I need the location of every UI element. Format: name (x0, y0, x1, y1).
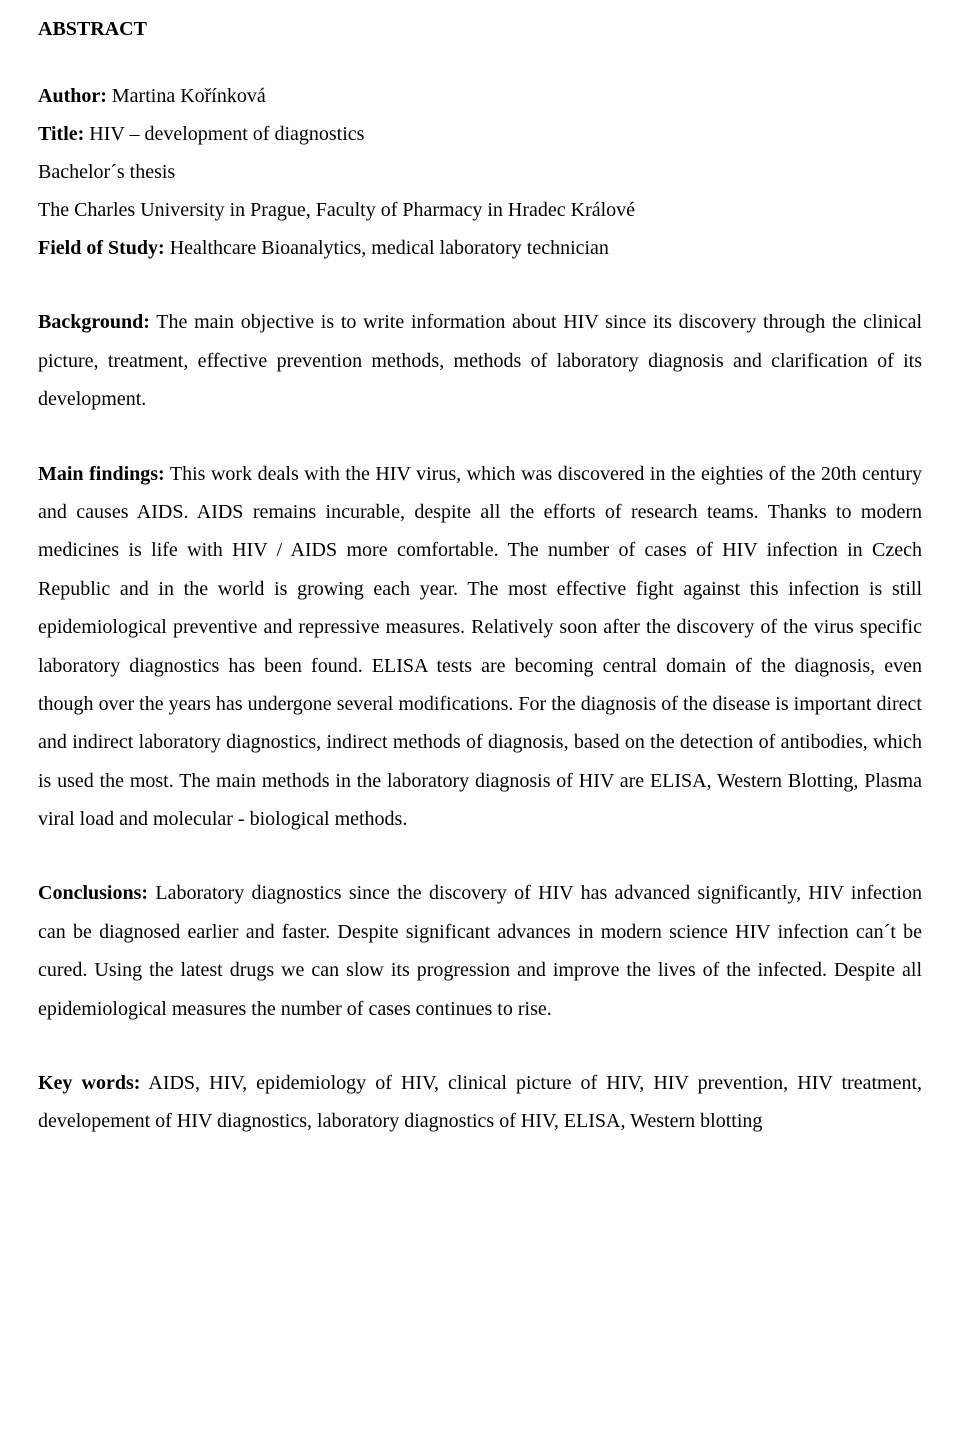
keywords-label: Key words: (38, 1072, 140, 1094)
background-text: The main objective is to write informati… (38, 311, 922, 410)
author-value: Martina Kořínková (107, 85, 266, 107)
main-findings-section: Main findings: This work deals with the … (38, 455, 922, 839)
keywords-section: Key words: AIDS, HIV, epidemiology of HI… (38, 1064, 922, 1141)
main-findings-text: This work deals with the HIV virus, whic… (38, 463, 922, 831)
author-line: Author: Martina Kořínková (38, 77, 922, 115)
field-line: Field of Study: Healthcare Bioanalytics,… (38, 229, 922, 267)
field-value: Healthcare Bioanalytics, medical laborat… (165, 237, 609, 259)
keywords-text: AIDS, HIV, epidemiology of HIV, clinical… (38, 1072, 922, 1132)
conclusions-label: Conclusions: (38, 882, 148, 904)
thesis-type-line: Bachelor´s thesis (38, 153, 922, 191)
author-label: Author: (38, 85, 107, 107)
field-label: Field of Study: (38, 237, 165, 259)
background-label: Background: (38, 311, 150, 333)
title-value: HIV – development of diagnostics (84, 123, 364, 145)
conclusions-text: Laboratory diagnostics since the discove… (38, 882, 922, 1019)
title-line: Title: HIV – development of diagnostics (38, 115, 922, 153)
conclusions-section: Conclusions: Laboratory diagnostics sinc… (38, 874, 922, 1028)
main-findings-label: Main findings: (38, 463, 165, 485)
background-section: Background: The main objective is to wri… (38, 303, 922, 418)
abstract-heading: ABSTRACT (38, 18, 922, 41)
university-line: The Charles University in Prague, Facult… (38, 191, 922, 229)
title-label: Title: (38, 123, 84, 145)
